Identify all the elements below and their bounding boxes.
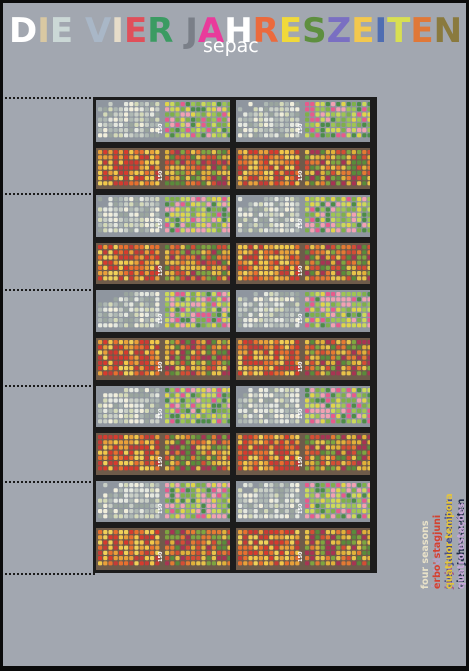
stamp: 150 [96,480,230,523]
stamp: 150 [96,290,230,332]
stamp: 150 [96,338,230,380]
margin-phrase: quatro estações [456,502,466,589]
perforation-guide-line [5,97,95,99]
margin-inscription: four seasons årstiderne jarju vier Jahre… [416,99,466,589]
stamp-denomination: 150 [158,265,164,277]
perforation-guide-line [5,481,95,483]
stamp-denomination: 150 [158,503,164,515]
title-letter: E [123,11,148,51]
title-letter [173,11,185,51]
stamp-denomination: 150 [298,265,304,277]
title-letter: I [111,11,124,51]
title-letter: A [197,11,225,51]
perforation-guide-line [5,385,95,387]
stamp-denomination: 150 [298,218,304,229]
stamp-denomination: 150 [158,123,164,134]
stamp-denomination: 150 [298,313,304,324]
stamp-denomination: 150 [298,551,304,562]
stamp-denomination: 150 [298,408,304,420]
stamp: 150 [96,528,230,570]
title-letter: T [387,11,411,51]
stamp-denomination: 150 [298,456,304,467]
title-letter [73,11,85,51]
stamp-denomination: 150 [158,551,164,562]
stamp: 150 [236,433,370,475]
margin-phrase: erbo' stagjuni [432,514,443,589]
title-letter: S [302,11,327,51]
title-letter: E [351,11,375,51]
title-letter: E [278,11,303,51]
margin-phrase: four seasons [420,520,431,589]
stamp: 150 [96,433,230,475]
brand-logo-text: sepac [203,35,259,57]
title-letter: V [84,11,112,51]
title-letter: I [37,11,50,51]
title-letter: J [185,11,198,51]
stamp-denomination: 150 [298,170,304,182]
stamp-denomination: 150 [298,361,304,372]
stamp-denomination: 150 [298,123,304,134]
stamp: 150 [236,385,370,428]
stamp: 150 [96,195,230,237]
stamp-denomination: 150 [158,170,164,182]
title-letter: H [224,11,253,51]
title-letter: N [433,11,463,51]
stamp: 150 [236,480,370,523]
margin-phrase: quattuor tempora [444,493,455,589]
title-letter: Z [326,11,352,51]
stamp-denomination: 150 [298,503,304,515]
stamp: 150 [236,338,370,380]
stamp: 150 [236,290,370,332]
title-letter: E [49,11,74,51]
stamp: 150 [96,242,230,285]
stamp-denomination: 150 [158,361,164,372]
stamp-denomination: 150 [158,456,164,467]
title-letter: E [410,11,434,51]
margin-text-line: quattuor tempora quatro estações quattro… [444,99,466,589]
stamp-denomination: 150 [158,313,164,324]
stamp-denomination: 150 [158,218,164,229]
title-letter: R [147,11,174,51]
stamp: 150 [236,242,370,285]
stamp-block: 150 150 150 150 150 150 150 150 150 150 150 150 150 1… [93,97,377,573]
stamp: 150 [236,100,370,142]
perforation-guide-line [5,573,95,575]
stamp: 150 [96,147,230,190]
stamp: 150 [236,528,370,570]
stamp: 150 [236,147,370,190]
perforation-guide-line [5,289,95,291]
stamp: 150 [236,195,370,237]
stamp-denomination: 150 [158,408,164,420]
title-letter: I [374,11,388,51]
perforation-guide-line [5,193,95,195]
stamp: 150 [96,385,230,428]
title-letter: R [252,11,279,51]
stamp: 150 [96,100,230,142]
title-letter: D [9,11,38,51]
